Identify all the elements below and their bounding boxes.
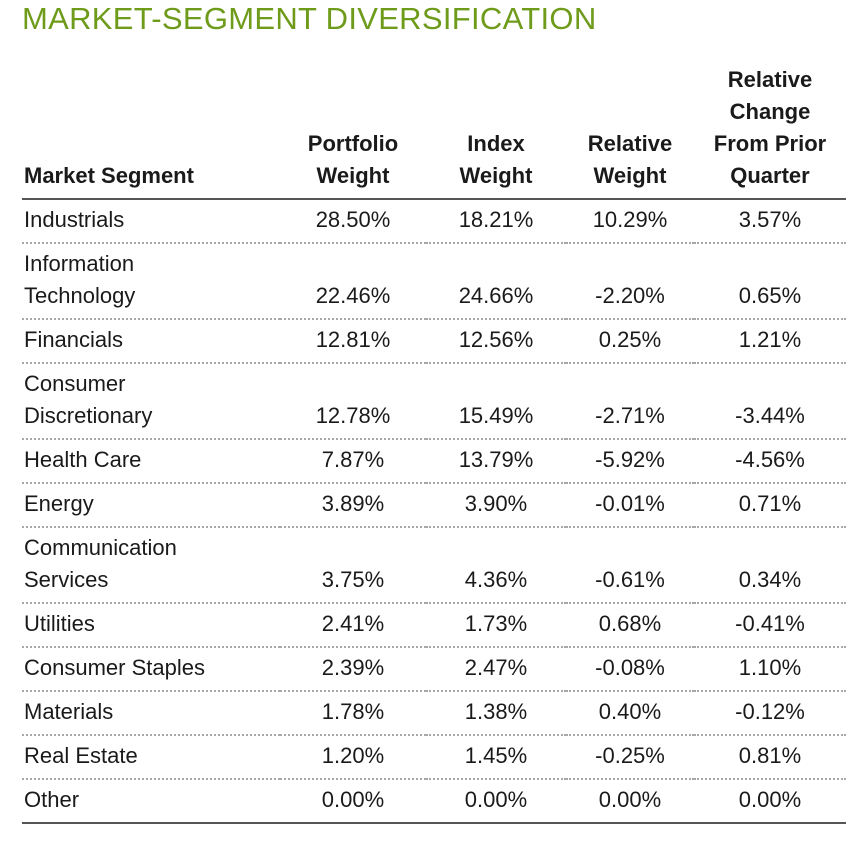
cell-index-weight: 1.73%: [426, 603, 566, 648]
cell-portfolio-weight: 1.20%: [280, 735, 426, 780]
cell-index-weight: 3.90%: [426, 483, 566, 528]
cell-market-segment: Industrials: [22, 199, 280, 244]
cell-index-weight: 4.36%: [426, 527, 566, 604]
cell-portfolio-weight: 2.39%: [280, 647, 426, 692]
cell-relative-weight: -0.08%: [566, 647, 694, 692]
cell-index-weight: 2.47%: [426, 647, 566, 692]
cell-portfolio-weight: 12.78%: [280, 363, 426, 440]
table-row: Financials 12.81% 12.56% 0.25% 1.21%: [22, 319, 846, 364]
cell-relative-weight: -2.20%: [566, 243, 694, 320]
cell-relative-change: -0.12%: [694, 691, 846, 736]
cell-relative-change: -0.41%: [694, 603, 846, 648]
cell-index-weight: 1.45%: [426, 735, 566, 780]
table-row: Energy 3.89% 3.90% -0.01% 0.71%: [22, 483, 846, 528]
cell-market-segment: Other: [22, 779, 280, 824]
table-row: Consumer Staples 2.39% 2.47% -0.08% 1.10%: [22, 647, 846, 692]
cell-relative-change: 1.10%: [694, 647, 846, 692]
cell-index-weight: 13.79%: [426, 439, 566, 484]
page-title: MARKET-SEGMENT DIVERSIFICATION: [22, 1, 597, 36]
cell-index-weight: 24.66%: [426, 243, 566, 320]
header-index-weight: Index Weight: [426, 64, 566, 200]
cell-portfolio-weight: 0.00%: [280, 779, 426, 824]
cell-index-weight: 1.38%: [426, 691, 566, 736]
header-relative-change: Relative Change From Prior Quarter: [694, 64, 846, 200]
table-row: Utilities 2.41% 1.73% 0.68% -0.41%: [22, 603, 846, 648]
cell-index-weight: 12.56%: [426, 319, 566, 364]
cell-relative-change: 1.21%: [694, 319, 846, 364]
table-body: Industrials 28.50% 18.21% 10.29% 3.57% Inform…: [22, 199, 846, 824]
cell-portfolio-weight: 22.46%: [280, 243, 426, 320]
cell-market-segment: Communication Services: [22, 527, 280, 604]
cell-market-segment: Financials: [22, 319, 280, 364]
cell-market-segment: Real Estate: [22, 735, 280, 780]
header-relative-weight: Relative Weight: [566, 64, 694, 200]
cell-portfolio-weight: 28.50%: [280, 199, 426, 244]
cell-market-segment: Consumer Staples: [22, 647, 280, 692]
cell-index-weight: 18.21%: [426, 199, 566, 244]
cell-relative-change: -4.56%: [694, 439, 846, 484]
table-row: Industrials 28.50% 18.21% 10.29% 3.57%: [22, 199, 846, 244]
cell-relative-change: 0.65%: [694, 243, 846, 320]
cell-relative-change: -3.44%: [694, 363, 846, 440]
cell-market-segment: Materials: [22, 691, 280, 736]
table-row: Materials 1.78% 1.38% 0.40% -0.12%: [22, 691, 846, 736]
cell-market-segment: Information Technology: [22, 243, 280, 320]
cell-relative-change: 0.71%: [694, 483, 846, 528]
cell-index-weight: 15.49%: [426, 363, 566, 440]
header-portfolio-weight: Portfolio Weight: [280, 64, 426, 200]
cell-relative-change: 0.00%: [694, 779, 846, 824]
table-row: Other 0.00% 0.00% 0.00% 0.00%: [22, 779, 846, 824]
cell-relative-change: 3.57%: [694, 199, 846, 244]
cell-relative-weight: 0.40%: [566, 691, 694, 736]
table-row: Communication Services 3.75% 4.36% -0.61% 0.3…: [22, 527, 846, 604]
cell-portfolio-weight: 7.87%: [280, 439, 426, 484]
cell-relative-weight: 10.29%: [566, 199, 694, 244]
cell-market-segment: Health Care: [22, 439, 280, 484]
cell-index-weight: 0.00%: [426, 779, 566, 824]
cell-portfolio-weight: 12.81%: [280, 319, 426, 364]
cell-relative-weight: -0.61%: [566, 527, 694, 604]
cell-portfolio-weight: 1.78%: [280, 691, 426, 736]
table-header-row: Market Segment Portfolio Weight Index Weig…: [22, 64, 846, 200]
cell-relative-change: 0.81%: [694, 735, 846, 780]
table-row: Information Technology 22.46% 24.66% -2.20% 0…: [22, 243, 846, 320]
cell-relative-weight: -5.92%: [566, 439, 694, 484]
cell-portfolio-weight: 3.89%: [280, 483, 426, 528]
cell-relative-weight: 0.25%: [566, 319, 694, 364]
table-row: Consumer Discretionary 12.78% 15.49% -2.71% -…: [22, 363, 846, 440]
cell-portfolio-weight: 2.41%: [280, 603, 426, 648]
cell-relative-weight: -0.25%: [566, 735, 694, 780]
cell-portfolio-weight: 3.75%: [280, 527, 426, 604]
cell-market-segment: Utilities: [22, 603, 280, 648]
market-segment-table: Market Segment Portfolio Weight Index Weig…: [22, 64, 846, 824]
header-market-segment: Market Segment: [22, 64, 280, 200]
cell-market-segment: Consumer Discretionary: [22, 363, 280, 440]
cell-relative-weight: -2.71%: [566, 363, 694, 440]
cell-relative-weight: 0.00%: [566, 779, 694, 824]
cell-relative-weight: -0.01%: [566, 483, 694, 528]
cell-relative-change: 0.34%: [694, 527, 846, 604]
table-row: Health Care 7.87% 13.79% -5.92% -4.56%: [22, 439, 846, 484]
cell-relative-weight: 0.68%: [566, 603, 694, 648]
table-row: Real Estate 1.20% 1.45% -0.25% 0.81%: [22, 735, 846, 780]
cell-market-segment: Energy: [22, 483, 280, 528]
